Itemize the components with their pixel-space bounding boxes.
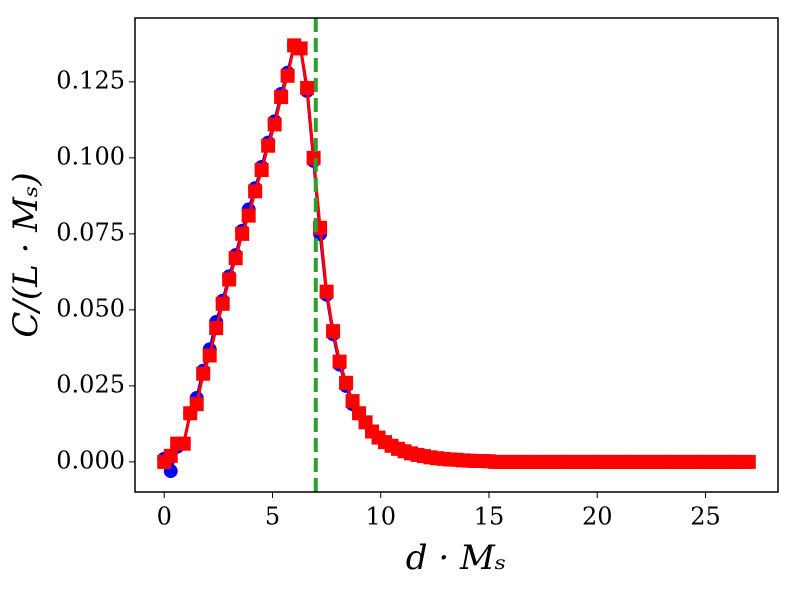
point [339,375,354,390]
point [189,397,204,412]
point [345,394,360,409]
point [306,150,321,165]
point [261,138,276,153]
y-tick-label: 0.050 [56,294,125,322]
point [274,90,289,105]
point [300,80,315,95]
plot-frame [134,17,779,493]
x-tick-label: 0 [157,503,172,531]
x-tick-label: 10 [365,503,396,531]
point [280,68,295,83]
y-axis-label: C/(L · Mₛ) [6,172,46,337]
y-tick-label: 0.100 [56,142,125,170]
x-tick-label: 20 [582,503,613,531]
point [326,324,341,339]
point [163,448,178,463]
point [235,226,250,241]
y-tick-label: 0.125 [56,66,125,94]
point [196,366,211,381]
series-line [162,43,749,476]
point [209,321,224,336]
point [267,117,282,132]
y-tick-label: 0.025 [56,370,125,398]
point [202,348,217,363]
point [293,41,308,56]
series-line [163,43,749,464]
point [241,208,256,223]
y-tick-label: 0.000 [56,446,125,474]
point [319,284,334,299]
point [332,354,347,369]
x-axis-label: d · Mₛ [406,538,506,578]
point [222,272,237,287]
y-tick-label: 0.075 [56,218,125,246]
point [248,184,263,199]
x-tick-label: 15 [474,503,505,531]
point [176,436,191,451]
point [228,251,243,266]
point [741,454,756,469]
x-tick-label: 25 [690,503,721,531]
point [215,296,230,311]
point [254,163,269,178]
x-tick-label: 5 [265,503,280,531]
